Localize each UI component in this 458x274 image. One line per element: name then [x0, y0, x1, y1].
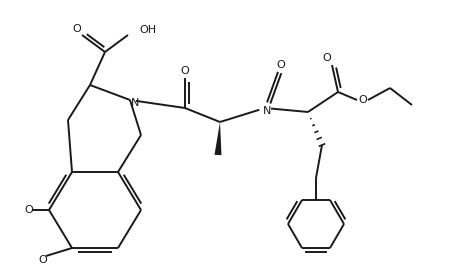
Text: O: O	[277, 60, 285, 70]
Text: O: O	[38, 255, 47, 265]
Text: N: N	[131, 98, 139, 108]
Polygon shape	[214, 122, 222, 155]
Text: O: O	[73, 24, 82, 34]
Text: N: N	[263, 106, 271, 116]
Text: O: O	[359, 95, 367, 105]
Text: O: O	[25, 205, 33, 215]
Text: O: O	[322, 53, 332, 63]
Text: O: O	[180, 66, 189, 76]
Text: OH: OH	[139, 25, 156, 35]
